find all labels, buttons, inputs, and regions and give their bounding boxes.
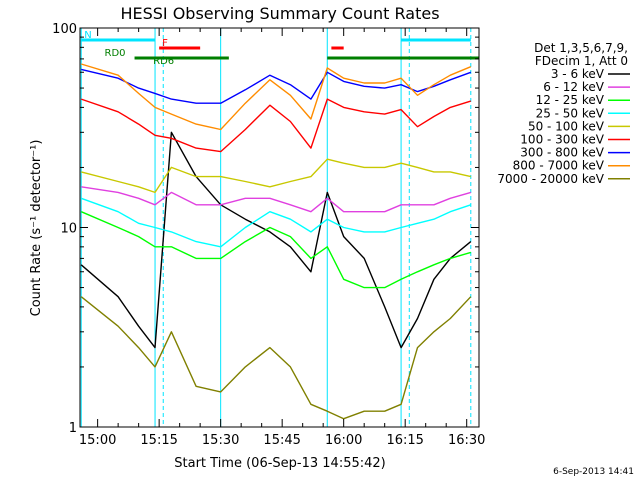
- series-line-25-50-kev: [80, 197, 472, 248]
- x-tick-label-5: 16:00: [325, 433, 362, 448]
- legend-label-25-50-kev: 25 - 50 keV: [536, 106, 605, 120]
- date-stamp: 6-Sep-2013 14:41: [553, 467, 634, 477]
- flag-rd6-label: RD6: [153, 56, 174, 67]
- series-line-300-800-kev: [81, 68, 472, 104]
- legend-label-300-800-kev: 300 - 800 keV: [520, 146, 604, 160]
- legend-label-7000-20000-kev: 7000 - 20000 keV: [497, 172, 604, 186]
- series-line-100-300-kev: [80, 98, 472, 153]
- series-line-50-100-kev: [81, 158, 471, 194]
- flag-bars: N F RD0 RD6: [81, 30, 479, 67]
- x-axis-label: Start Time (06-Sep-13 14:55:42): [174, 456, 385, 471]
- x-tick-label-4: 15:45: [263, 433, 300, 448]
- x-tick-label-1: 15:00: [79, 433, 116, 448]
- x-tick-label-2: 15:15: [140, 433, 177, 448]
- legend-label-6-12-kev: 6 - 12 keV: [543, 80, 605, 94]
- series-line-7000-20000-kev: [80, 296, 472, 420]
- x-tick-label-6: 16:15: [386, 433, 423, 448]
- y-axis-ticks: 1 10 100: [52, 22, 479, 436]
- chart-title: HESSI Observing Summary Count Rates: [120, 4, 439, 23]
- legend-label-12-25-kev: 12 - 25 keV: [536, 93, 605, 107]
- series-lines: [80, 63, 472, 420]
- y-tick-label-1: 1: [69, 421, 77, 436]
- flag-rd0-label: RD0: [105, 48, 126, 59]
- legend-label-800-7000-kev: 800 - 7000 keV: [513, 159, 605, 173]
- x-tick-label-3: 15:30: [202, 433, 239, 448]
- x-tick-label-7: 16:30: [448, 433, 485, 448]
- legend-label-100-300-kev: 100 - 300 keV: [520, 133, 604, 147]
- legend: Det 1,3,5,6,7,9, FDecim 1, Att 0 3 - 6 k…: [497, 41, 630, 186]
- series-line-12-25-kev: [80, 211, 471, 289]
- legend-header-line-2: FDecim 1, Att 0: [535, 54, 628, 68]
- x-axis-ticks: 15:00 15:15 15:30 15:45 16:00 16:15 16:30: [79, 28, 485, 448]
- series-line-6-12-kev: [81, 186, 471, 213]
- flag-f-label: F: [162, 38, 168, 49]
- legend-header-line-1: Det 1,3,5,6,7,9,: [534, 41, 628, 55]
- legend-label-50-100-kev: 50 - 100 keV: [528, 119, 605, 133]
- y-tick-label-3: 100: [52, 22, 77, 37]
- y-tick-label-2: 10: [60, 222, 77, 237]
- series-line-800-7000-kev: [80, 63, 472, 131]
- series-line-3-6-kev: [80, 131, 472, 349]
- y-axis-label: Count Rate (s⁻¹ detector⁻¹): [29, 140, 44, 317]
- flag-n-label: N: [84, 30, 91, 41]
- legend-label-3-6-kev: 3 - 6 keV: [551, 67, 605, 81]
